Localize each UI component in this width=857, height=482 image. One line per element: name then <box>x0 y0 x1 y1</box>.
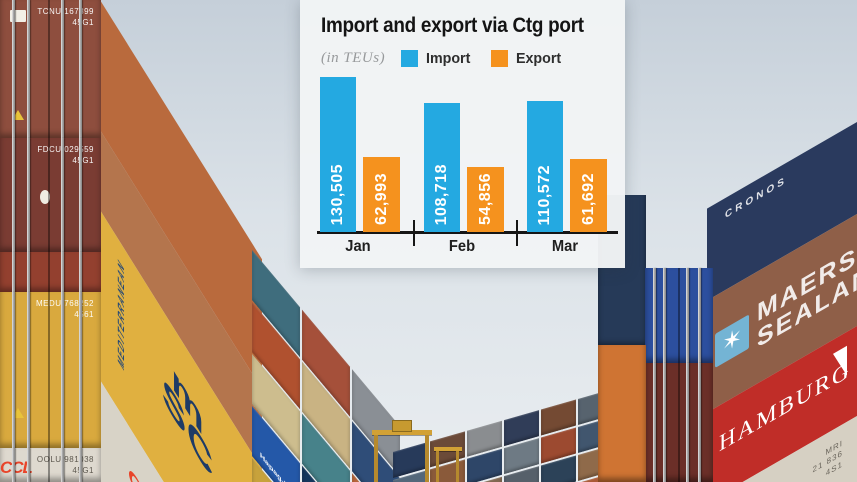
door-lock-rod <box>698 363 702 482</box>
door-lock-rod <box>12 0 16 138</box>
hazard-sticker-2 <box>12 408 24 418</box>
export-bar-jan: 62,993 <box>363 157 400 232</box>
legend-item-import: Import <box>401 50 473 67</box>
door-lock-rod <box>27 292 31 448</box>
door-lock-rod <box>12 448 16 482</box>
door-lock-rod <box>27 448 31 482</box>
fdcu-code: FDCU 029559 45G1 <box>37 145 94 165</box>
door-lock-rod <box>60 138 64 252</box>
door-seam <box>677 268 680 363</box>
door-lock-rod <box>663 268 667 363</box>
cronos-text: CRONOS <box>725 174 787 222</box>
legend-item-export: Export <box>490 50 564 67</box>
door-seam <box>48 292 51 448</box>
door-lock-rod <box>12 138 16 252</box>
door-lock-rod <box>653 363 657 482</box>
door-lock-rod <box>685 268 689 363</box>
month-label-jan: Jan <box>345 238 371 255</box>
bar-group-jan: 130,505 62,993 Jan <box>320 0 400 268</box>
door-lock-rod <box>78 0 82 138</box>
door-lock-rod <box>663 363 667 482</box>
door-lock-rod <box>60 0 64 138</box>
maroon-container-doors <box>645 363 713 482</box>
door-seam <box>48 252 51 292</box>
hazard-sticker <box>12 110 24 120</box>
bar-plot: 130,505 62,993 Jan 108,718 54,856 Feb 110,572 6… <box>300 0 625 268</box>
import-bar-mar: 110,572 <box>527 101 563 232</box>
left-container-doors-column: TCNU 167899 45G1 FDCU 029559 45G1 MEDU 7… <box>0 0 101 482</box>
medu-code: MEDU 768252 4561 <box>36 299 94 319</box>
bar-value-label: 61,692 <box>579 173 597 225</box>
right-container-wall: CRONOS ✶ MAERSK SEALAND HAMBURG MRI 21 8… <box>707 122 857 482</box>
left-container-wall: MEDITERRANEAN m SC OOCL <box>100 0 262 482</box>
medu-container-doors: MEDU 768252 4561 <box>0 292 101 448</box>
bar-value-label: 108,718 <box>433 163 450 225</box>
red-container-sliver <box>0 252 101 292</box>
chart-legend-row: (in TEUs) Import Export <box>321 50 581 67</box>
axis-tick-2 <box>516 220 518 246</box>
door-lock-rod <box>78 292 82 448</box>
door-seam <box>48 448 51 482</box>
door-lock-rod <box>60 292 64 448</box>
oocl-mark-partial: CCL <box>0 458 33 477</box>
tcnu-code: TCNU 167899 45G1 <box>37 7 94 27</box>
door-lock-rod <box>60 448 64 482</box>
door-lock-rod <box>685 363 689 482</box>
chart-panel: Import and export via Ctg port (in TEUs)… <box>300 0 625 268</box>
mid-container-stack: Hapag-Lloyd <box>252 250 404 482</box>
import-bar-feb: 108,718 <box>424 103 460 232</box>
blue-container-doors <box>645 268 713 363</box>
door-lock-rod <box>653 268 657 363</box>
legend-label-import: Import <box>426 50 471 67</box>
fdcu-container-doors: FDCU 029559 45G1 <box>0 138 101 252</box>
door-seam <box>48 0 51 138</box>
export-bar-mar: 61,692 <box>570 159 607 232</box>
door-seam <box>677 363 680 482</box>
bar-value-label: 130,505 <box>329 163 346 225</box>
import-swatch <box>401 50 419 67</box>
door-seam <box>48 138 51 252</box>
door-lock-rod <box>78 448 82 482</box>
door-lock-rod <box>27 0 31 138</box>
bar-value-label: 54,856 <box>476 173 494 225</box>
maersk-star-logo: ✶ <box>715 314 749 368</box>
door-decal <box>40 190 50 204</box>
white-container-code: MRI 21 836 4S1 <box>812 438 843 478</box>
orange-container-front <box>598 345 646 482</box>
import-bar-jan: 130,505 <box>320 77 356 232</box>
chart-subtitle: (in TEUs) <box>321 50 386 66</box>
msc-mediterranean-text: MEDITERRANEAN <box>116 253 126 375</box>
month-label-mar: Mar <box>551 238 579 255</box>
oolu-container-doors: OOLU 981038 45G1 CCL <box>0 448 101 482</box>
door-lock-rod <box>78 138 82 252</box>
bar-group-feb: 108,718 54,856 Feb <box>424 0 504 268</box>
axis-tick-1 <box>413 220 415 246</box>
x-axis-line <box>317 231 618 234</box>
oolu-code: OOLU 981038 45G1 <box>36 455 94 475</box>
legend-label-export: Export <box>515 50 561 67</box>
bar-group-mar: 110,572 61,692 Mar <box>527 0 607 268</box>
export-swatch <box>490 50 508 67</box>
door-lock-rod <box>698 268 702 363</box>
door-lock-rod <box>27 138 31 252</box>
month-label-feb: Feb <box>448 238 476 255</box>
chart-title: Import and export via Ctg port <box>321 14 584 37</box>
door-lock-rod <box>27 252 31 292</box>
door-lock-rod <box>60 252 64 292</box>
bar-value-label: 62,993 <box>372 173 390 225</box>
door-lock-rod <box>78 252 82 292</box>
bar-value-label: 110,572 <box>536 164 553 225</box>
door-lock-rod <box>12 292 16 448</box>
door-lock-rod <box>12 252 16 292</box>
tcnu-container-doors: TCNU 167899 45G1 <box>0 0 101 138</box>
export-bar-feb: 54,856 <box>467 167 504 232</box>
